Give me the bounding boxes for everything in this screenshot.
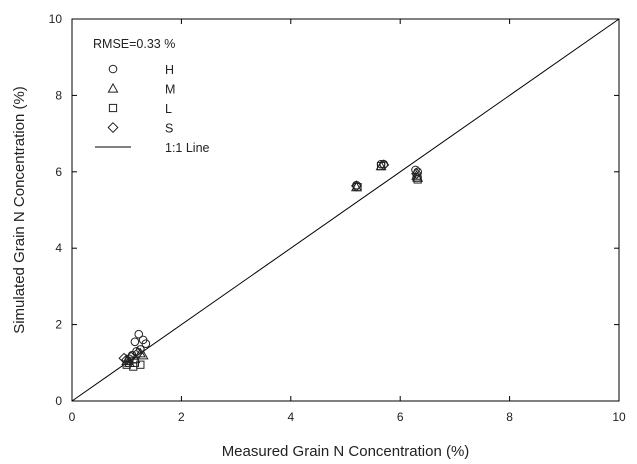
data-point-s — [378, 159, 390, 171]
data-point-l — [413, 175, 422, 184]
x-tick-label: 8 — [506, 410, 513, 424]
data-point-l — [412, 173, 421, 182]
data-point-s — [121, 354, 133, 366]
data-point-h — [134, 329, 144, 339]
legend-label-l: L — [165, 102, 172, 116]
y-tick-label: 6 — [55, 165, 62, 179]
y-tick-label: 4 — [55, 241, 62, 255]
data-point-h — [130, 337, 140, 347]
x-axis-label: Measured Grain N Concentration (%) — [222, 443, 470, 460]
x-tick-label: 6 — [397, 410, 404, 424]
x-tick-label: 10 — [612, 410, 626, 424]
x-tick-label: 0 — [69, 410, 76, 424]
rmse-annotation: RMSE=0.33 % — [93, 37, 175, 51]
legend-marker-m — [107, 82, 119, 93]
y-tick-label: 2 — [55, 318, 62, 332]
data-point-l — [130, 358, 140, 367]
data-point-s — [132, 347, 144, 359]
legend-marker-h — [108, 64, 118, 74]
x-tick-label: 2 — [178, 410, 185, 424]
plot-area — [71, 18, 620, 402]
legend-marker-s — [107, 121, 119, 134]
data-point-s — [350, 180, 362, 192]
axis-ticks: 0 2 4 6 8 10 0 2 4 6 8 10 — [49, 12, 626, 424]
data-point-l — [353, 182, 362, 192]
legend-label-h: H — [165, 63, 174, 77]
data-point-s — [125, 351, 137, 363]
x-tick-label: 4 — [287, 410, 294, 424]
data-point-h — [141, 339, 151, 349]
legend-label-s: S — [165, 122, 173, 136]
legend-marker-l — [108, 103, 118, 113]
data-points — [118, 159, 424, 371]
plot-frame — [71, 18, 620, 402]
y-tick-label: 0 — [55, 394, 62, 408]
data-point-s — [411, 168, 423, 180]
legend-label-m: M — [165, 83, 175, 97]
legend-label-1-1-line: 1:1 Line — [165, 141, 210, 155]
y-tick-label: 8 — [55, 88, 62, 102]
y-axis-label: Simulated Grain N Concentration (%) — [11, 86, 28, 334]
y-tick-label: 10 — [49, 12, 63, 26]
reference-line-1-1 — [71, 18, 620, 402]
data-point-l — [136, 360, 145, 369]
